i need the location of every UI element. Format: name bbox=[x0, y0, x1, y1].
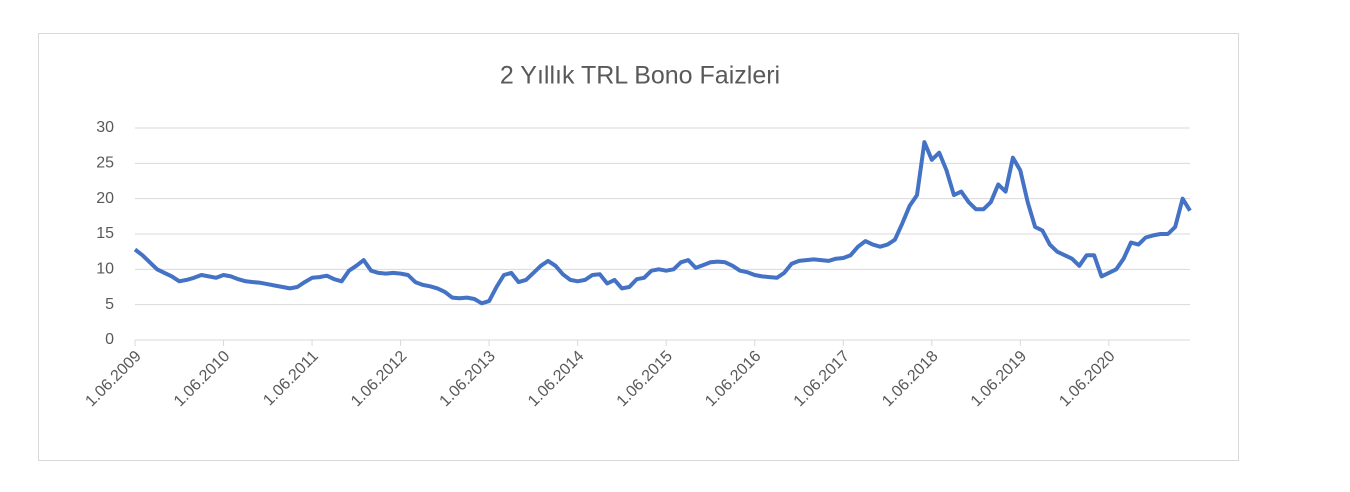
y-tick-label: 20 bbox=[96, 190, 114, 207]
y-tick-label: 25 bbox=[96, 155, 114, 172]
data-line bbox=[133, 140, 1192, 306]
chart-frame bbox=[38, 33, 1239, 461]
y-tick-label: 10 bbox=[96, 261, 114, 278]
y-tick-label: 30 bbox=[96, 119, 114, 136]
y-tick-label: 5 bbox=[105, 296, 114, 313]
chart-title: 2 Yıllık TRL Bono Faizleri bbox=[500, 62, 780, 90]
y-tick-label: 15 bbox=[96, 225, 114, 242]
y-tick-label: 0 bbox=[105, 331, 114, 348]
